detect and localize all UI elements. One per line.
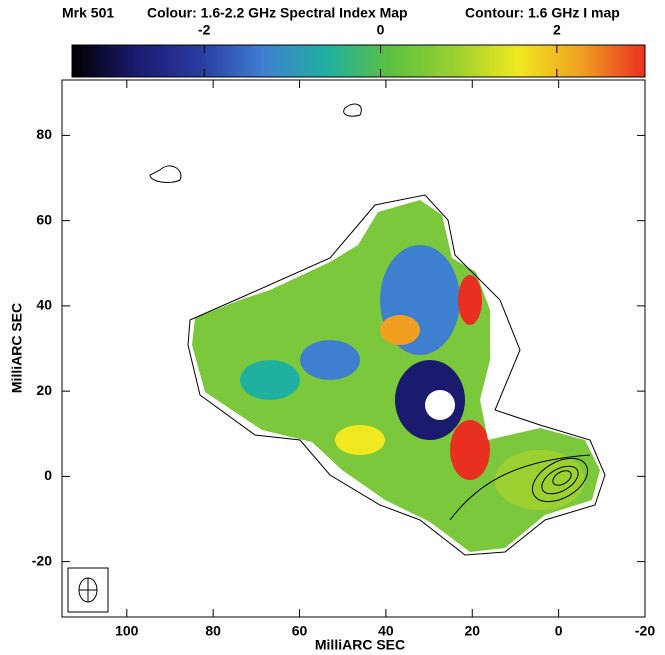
x-axis-label: MilliARC SEC <box>315 637 405 653</box>
x-tick-label: 100 <box>115 623 139 639</box>
title: Mrk 501 <box>62 5 114 21</box>
x-tick-label: 20 <box>464 623 480 639</box>
spectral-index-map <box>192 200 600 552</box>
annotation: Contour: 1.6 GHz I map <box>465 5 620 21</box>
y-tick-label: 60 <box>36 211 52 227</box>
y-tick-label: 20 <box>36 382 52 398</box>
colorbar-tick-label: 2 <box>553 22 561 38</box>
colorbar <box>71 44 646 78</box>
x-tick-label: 80 <box>205 623 221 639</box>
x-tick-label: 60 <box>292 623 308 639</box>
beam-box <box>67 567 109 613</box>
colorbar-tick-label: 0 <box>377 22 385 38</box>
subtitle: Colour: 1.6-2.2 GHz Spectral Index Map <box>147 5 408 21</box>
y-tick-label: 0 <box>44 467 52 483</box>
plot-frame <box>61 79 646 618</box>
y-tick-label: 40 <box>36 297 52 313</box>
x-tick-label: 0 <box>555 623 563 639</box>
y-tick-label: -20 <box>32 552 52 568</box>
y-axis-label: MilliARC SEC <box>9 303 25 393</box>
colorbar-tick-label: -2 <box>198 22 211 38</box>
y-tick-label: 80 <box>36 126 52 142</box>
x-tick-label: 40 <box>378 623 394 639</box>
x-tick-label: -20 <box>635 623 655 639</box>
contours <box>149 103 606 556</box>
